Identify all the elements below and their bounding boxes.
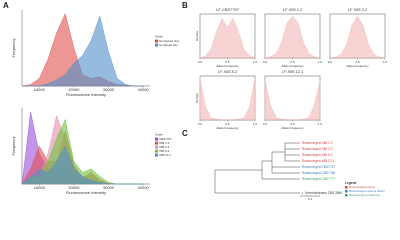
panel-label: B (182, 1, 188, 10)
x-tick-label: 1.0 (318, 122, 323, 126)
chart-title: LF X85 12.1 (282, 69, 304, 74)
legend-label: Rosenvingea reference (349, 193, 380, 197)
y-axis-label: Density (195, 93, 199, 104)
legend-title: Legend (345, 181, 356, 185)
x-tick-label: 30000 (103, 185, 115, 190)
tree-leaf-label: Rosenvingea CBS7777 (302, 177, 335, 181)
legend-swatch (155, 149, 158, 153)
legend-label: CBS7767 (159, 137, 172, 141)
chart-title: LF X85 1.2 (283, 7, 303, 12)
x-tick-label: 0.5 (225, 60, 230, 64)
legend-swatch (155, 39, 158, 43)
tree-leaf-label: L. thermotolerans CBS 3940 (302, 191, 342, 195)
legend-label: X85 12.1 (159, 153, 171, 157)
density-area (21, 145, 144, 185)
x-tick-label: 30000 (103, 87, 115, 92)
y-axis-label: Frequency (11, 137, 16, 156)
panel-label: C (182, 129, 188, 138)
legend-title: Strain (155, 34, 163, 38)
x-axis-label: Fluorescence Intensity (66, 92, 106, 97)
legend-swatch (345, 194, 348, 197)
tree-leaf-label: Rosenvingea X85 5.2 (302, 153, 333, 157)
x-tick-label: 20000 (68, 185, 80, 190)
x-tick-label: 0.5 (290, 60, 295, 64)
panel-label: A (3, 1, 9, 10)
x-tick-label: 0.5 (355, 60, 360, 64)
x-axis-label: Allele Frequency (346, 64, 369, 68)
legend-label: Rosenvingea clone (349, 185, 375, 189)
legend-swatch (155, 137, 158, 141)
x-tick-label: 0.0 (263, 60, 268, 64)
tree-leaf-label: Rosenvingea X85 3.2 (302, 147, 333, 151)
chart-title: LF CBS7767 (216, 7, 240, 12)
x-tick-label: 1.0 (253, 60, 258, 64)
x-tick-label: 1.0 (318, 60, 323, 64)
x-tick-label: 0.0 (198, 60, 203, 64)
x-axis-label: Allele Frequency (281, 126, 304, 130)
plot-frame (199, 75, 256, 121)
x-tick-label: 0.5 (225, 122, 230, 126)
y-axis-label: Frequency (11, 39, 16, 58)
tree-leaf-label: Rosenvingea CBS7768 (302, 171, 335, 175)
legend-title: Strain (155, 132, 163, 136)
legend-swatch (345, 186, 348, 189)
legend-label: X85 5.2 (159, 149, 170, 153)
legend-swatch (155, 145, 158, 149)
density-area (22, 15, 144, 87)
x-tick-label: 0.0 (263, 122, 268, 126)
legend-label: X85 1.2 (159, 141, 170, 145)
x-axis-label: Fluorescence Intensity (66, 190, 106, 195)
x-axis-label: Allele Frequency (216, 64, 239, 68)
legend-swatch (155, 153, 158, 157)
x-tick-label: 10000 (34, 87, 46, 92)
x-tick-label: 1.0 (253, 122, 258, 126)
legend-label: Sc diploid (2n) (159, 43, 178, 47)
legend-label: Rosenvingea source strain (349, 189, 385, 193)
density-area (264, 15, 321, 59)
x-tick-label: 0.0 (328, 60, 333, 64)
legend-label: Sc haploid (1n) (159, 39, 179, 43)
tree-scale: 0.1 (308, 197, 313, 201)
x-tick-label: 10000 (34, 185, 46, 190)
density-area (329, 15, 386, 59)
legend-swatch (345, 190, 348, 193)
tree-leaf-label: Rosenvingea CBS7767 (302, 165, 335, 169)
y-axis-label: Density (195, 31, 199, 42)
legend-swatch (155, 43, 158, 47)
tree-leaf-label: Rosenvingea X85 12.1 (302, 159, 334, 163)
legend-swatch (155, 141, 158, 145)
density-area (199, 78, 256, 121)
x-tick-label: 40000 (138, 87, 150, 92)
figure: A B C 10000 20000 30000 40000 Fluorescence I… (3, 1, 388, 201)
chart-title: LF X85 5.2 (218, 69, 238, 74)
legend-label: X85 3.2 (159, 145, 170, 149)
x-tick-label: 0.5 (290, 122, 295, 126)
density-area (199, 17, 256, 59)
x-tick-label: 0.0 (198, 122, 203, 126)
x-axis-label: Allele Frequency (281, 64, 304, 68)
x-axis-label: Allele Frequency (216, 126, 239, 130)
x-tick-label: 20000 (68, 87, 80, 92)
tree-leaf-label: Rosenvingea X85 1.2 (302, 141, 333, 145)
x-tick-label: 40000 (138, 185, 150, 190)
chart-title: LF X85 3.2 (348, 7, 368, 12)
x-tick-label: 1.0 (383, 60, 388, 64)
density-area (264, 80, 321, 121)
